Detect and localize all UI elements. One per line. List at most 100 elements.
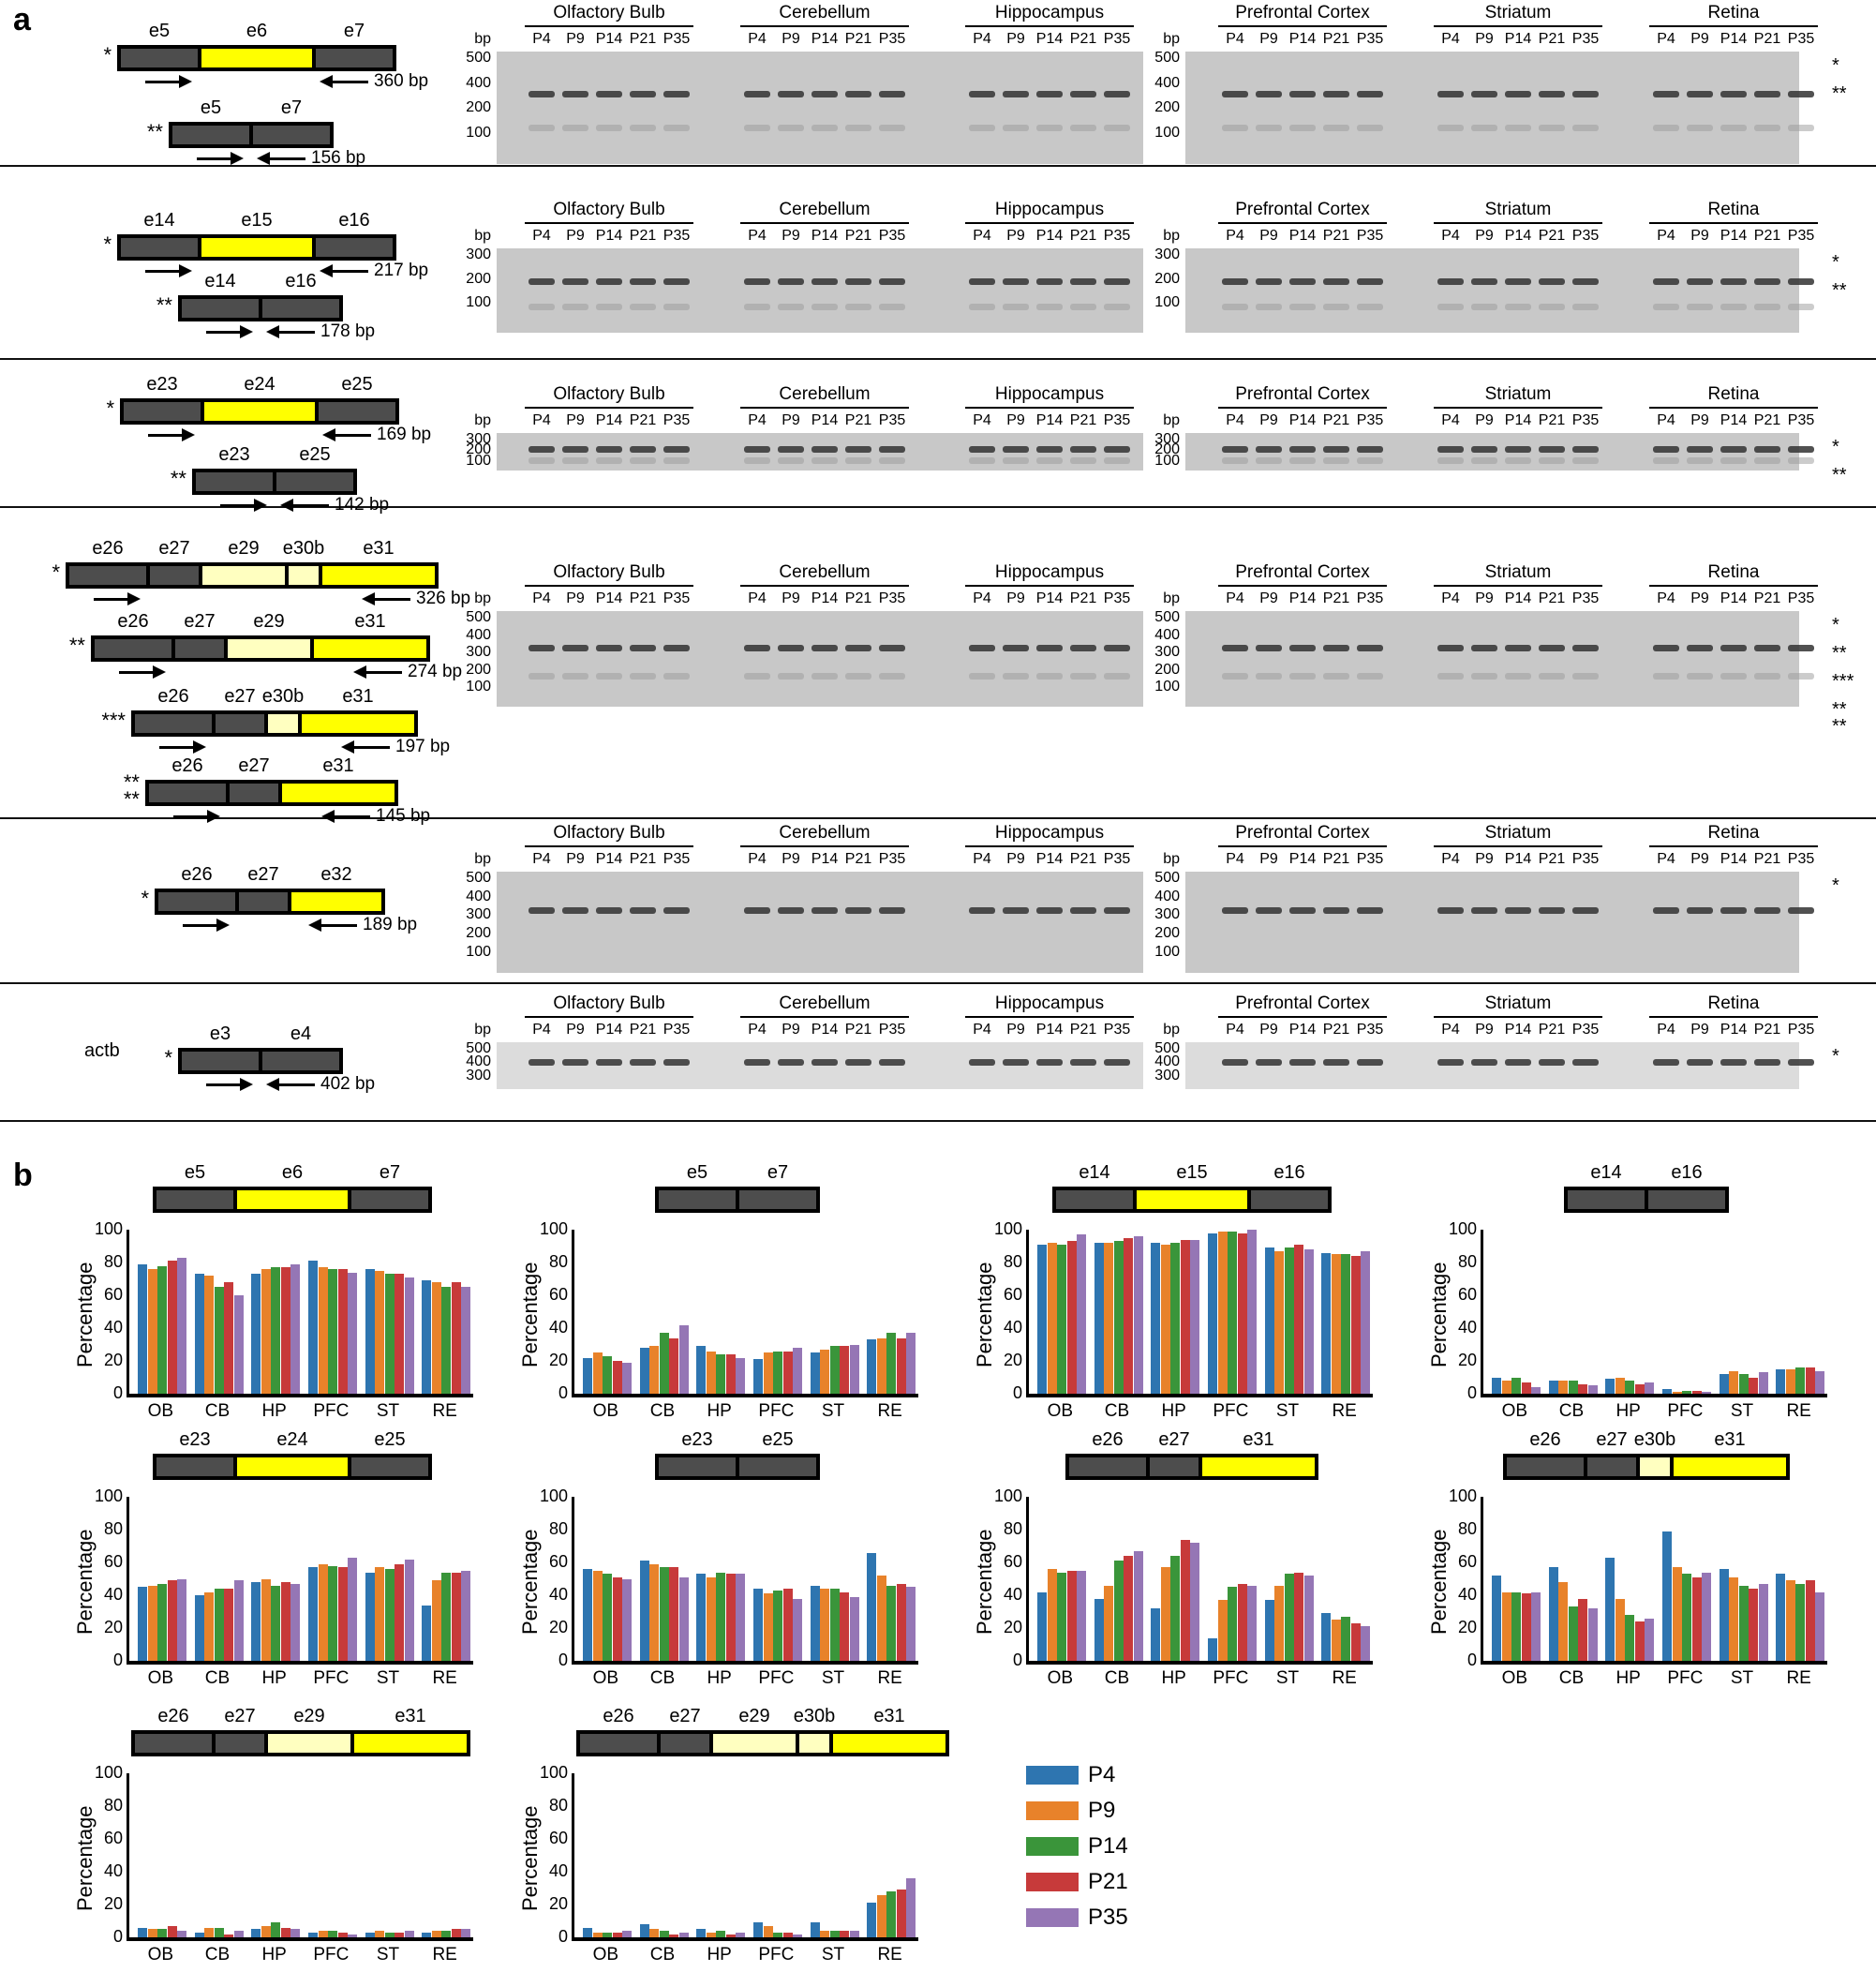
lane-label: P14 (1288, 851, 1317, 867)
legend-label: P14 (1088, 1833, 1128, 1859)
bar-P21 (1294, 1244, 1304, 1394)
band-star: ** (1832, 465, 1847, 486)
reverse-primer-arrow-icon (362, 592, 410, 605)
ladder-tick: 400 (1154, 74, 1180, 91)
y-tick-label: 100 (539, 1763, 568, 1782)
tissue-name: Striatum (1484, 562, 1552, 582)
lane-label: P4 (1441, 228, 1460, 244)
lane-label: P35 (1571, 590, 1600, 606)
lane-label: P35 (1787, 851, 1815, 867)
bar-P35 (849, 1931, 859, 1937)
bar-P9 (1160, 1567, 1170, 1661)
ladder-tick: 200 (466, 661, 491, 678)
gel-band (811, 277, 838, 285)
y-tick-label: 60 (103, 1552, 123, 1571)
bar-P4 (1321, 1252, 1332, 1394)
exon-e23 (124, 402, 204, 421)
bar-P9 (1729, 1576, 1739, 1661)
x-axis (1481, 1394, 1827, 1397)
lane-label: P21 (1069, 590, 1097, 606)
y-tick-label: 80 (548, 1796, 568, 1815)
y-tick-label: 40 (1457, 1585, 1477, 1604)
bar-P4 (810, 1922, 820, 1937)
y-tick-label: 40 (548, 1318, 568, 1337)
lane-labels: P4 P9 P14 P21 P35 (1649, 228, 1818, 245)
bar-P4 (753, 1589, 763, 1661)
x-category-label: HP (707, 1401, 732, 1421)
y-tick-label: 20 (103, 1618, 123, 1636)
bar-P14 (1795, 1367, 1806, 1394)
gel-band (630, 673, 656, 680)
bar-P21 (1578, 1598, 1588, 1661)
bar-P21 (224, 1282, 234, 1394)
gel-band (1256, 457, 1282, 464)
ladder-tick: 100 (1154, 943, 1180, 960)
plot-area (1486, 1230, 1827, 1394)
gel-band (1687, 673, 1713, 680)
exon-e31 (833, 1734, 945, 1753)
tissue-name: Cerebellum (779, 3, 871, 22)
bar-P14 (886, 1891, 897, 1937)
gel-image (1185, 1042, 1799, 1089)
amplicon-size: 217 bp (374, 261, 429, 280)
lane-label: P4 (973, 412, 991, 428)
bar-P4 (194, 1595, 204, 1661)
bar-P21 (395, 1563, 405, 1661)
gel-band (879, 446, 905, 453)
lane-label: P21 (1322, 590, 1350, 606)
gel-band (811, 673, 838, 680)
x-category-label: ST (376, 1401, 400, 1421)
tissue-header: Prefrontal Cortex (1218, 3, 1387, 27)
bar-P14 (603, 1574, 612, 1661)
gel-band (1539, 1058, 1565, 1066)
y-axis-label: Percentage (518, 1805, 542, 1911)
lane-label: P4 (748, 412, 767, 428)
bar-chart: e23 e25 0 20 40 60 80 100 Percentage OB CB HP PFC ST R… (518, 1429, 932, 1692)
bar-P9 (147, 1929, 157, 1937)
lane-label: P35 (663, 228, 691, 244)
gel-band (1505, 644, 1531, 651)
tissue-name: Cerebellum (779, 200, 871, 219)
lane-label: P4 (532, 851, 551, 867)
lane-labels: P4 P9 P14 P21 P35 (740, 228, 909, 245)
gel-band (1720, 91, 1747, 97)
exon-bar (117, 45, 396, 71)
bar-P4 (1719, 1569, 1729, 1661)
band-star: ** (1832, 280, 1847, 301)
gel-band (1104, 644, 1130, 651)
x-category-label: OB (1501, 1668, 1528, 1688)
bar-P35 (906, 1587, 916, 1661)
x-category-label: PFC (313, 1668, 350, 1688)
tissue-underline (1434, 407, 1602, 409)
bar-P4 (194, 1932, 204, 1937)
lane-label: P4 (748, 1022, 767, 1038)
lane-label: P14 (1035, 412, 1064, 428)
lane-label: P9 (782, 1022, 800, 1038)
exon-label: e5 (200, 97, 222, 118)
exon-e31 (282, 784, 395, 802)
isoform-star: ** (170, 467, 186, 490)
lane-label: P4 (1657, 590, 1675, 606)
gel-band (1036, 303, 1063, 310)
bar-P9 (1217, 1600, 1228, 1661)
gel-band (1788, 673, 1814, 680)
gel-band (1323, 457, 1349, 464)
exon-label: e26 (157, 686, 189, 707)
lane-labels: P4 P9 P14 P21 P35 (525, 31, 693, 48)
gel-band (1754, 673, 1780, 680)
x-category-label: RE (1786, 1401, 1811, 1421)
bar-P21 (337, 1932, 348, 1937)
y-tick-label: 0 (558, 1383, 568, 1402)
tissue-underline (740, 845, 909, 847)
ladder-tick: 400 (466, 1053, 491, 1070)
exon-label: e27 (669, 1706, 701, 1726)
gel-band (1289, 446, 1316, 453)
bar-P21 (896, 1890, 906, 1937)
y-tick-label: 100 (94, 1486, 123, 1505)
lane-labels: P4 P9 P14 P21 P35 (1218, 1022, 1387, 1038)
lane-label: P14 (811, 851, 839, 867)
gel-band (845, 644, 871, 651)
lane-label: P9 (1475, 1022, 1494, 1038)
gel-band (969, 644, 995, 651)
bar-P9 (1501, 1591, 1511, 1661)
